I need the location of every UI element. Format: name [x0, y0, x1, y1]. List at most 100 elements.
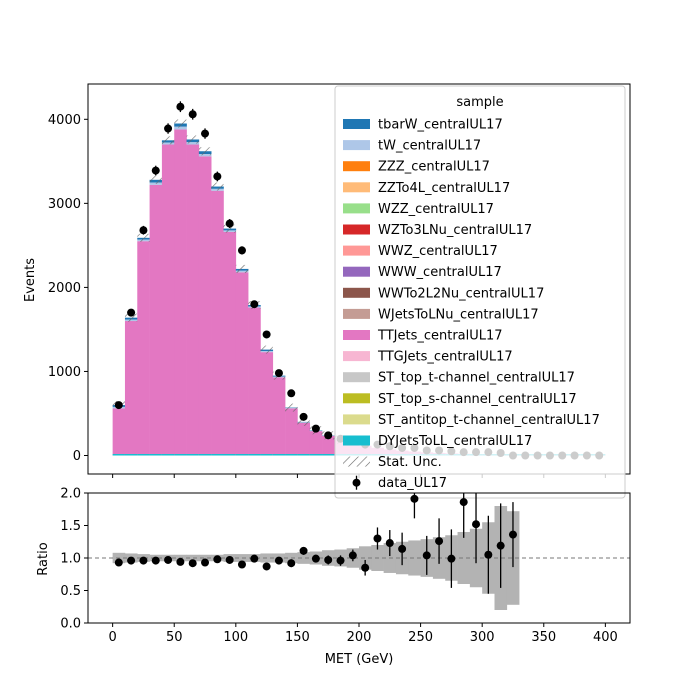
dyjets-bar: [198, 454, 212, 456]
tw-bar: [174, 126, 187, 130]
stat-unc-hatch: [223, 224, 236, 233]
main-y-tick-label: 2000: [48, 281, 81, 296]
ratio-point: [188, 559, 197, 568]
ratio-point: [274, 556, 283, 565]
ratio-unc-bar: [408, 540, 421, 576]
data-point: [250, 300, 259, 309]
dyjets-bar: [285, 454, 298, 456]
legend-swatch: [343, 119, 370, 129]
ttjets-bar: [285, 408, 298, 456]
legend-label: ZZTo4L_centralUL17: [378, 181, 510, 196]
ttjets-bar: [322, 436, 335, 456]
main-y-tick-label: 4000: [48, 113, 81, 128]
main-panel: 0 1000 2000 3000 4000 Events sample tbarW_ce…: [23, 83, 631, 499]
ratio-point: [114, 558, 123, 567]
legend-label: WWW_centralUL17: [378, 265, 502, 280]
data-point: [114, 401, 123, 410]
data-point: [237, 246, 246, 255]
legend-swatch: [343, 140, 370, 151]
legend-swatch: [343, 372, 370, 383]
dyjets-bar: [297, 454, 310, 456]
stat-unc-hatch: [198, 147, 212, 156]
legend-swatch: [343, 351, 370, 362]
stat-unc-hatch: [174, 119, 187, 128]
legend-swatch: [343, 266, 370, 277]
legend-swatch: [343, 287, 370, 298]
ratio-point: [472, 520, 481, 529]
dyjets-bar: [161, 454, 175, 456]
ttjets-bar: [149, 184, 163, 456]
legend-label: TTGJets_centralUL17: [377, 350, 513, 365]
main-y-tick-label: 3000: [48, 197, 81, 212]
legend-label: WWZ_centralUL17: [378, 244, 498, 259]
data-point: [151, 166, 160, 175]
ratio-y-tick-label: 2.0: [60, 487, 81, 502]
x-tick-label: 100: [223, 630, 248, 645]
legend-swatch: [343, 182, 370, 193]
ratio-point: [287, 559, 296, 568]
ratio-x-ticks: 0 50 100 150 200 250 300 350 400: [108, 623, 618, 645]
legend-label: WZTo3LNu_centralUL17: [378, 223, 532, 238]
dyjets-bar: [137, 454, 150, 456]
ratio-point: [151, 556, 160, 565]
dyjets-bar: [149, 454, 162, 456]
legend-swatch: [343, 330, 370, 340]
legend-label: ST_top_t-channel_centralUL17: [378, 371, 575, 386]
ratio-point: [508, 530, 517, 539]
data-point: [188, 110, 197, 119]
data-point: [262, 330, 271, 339]
ttjets-bar: [272, 377, 286, 456]
data-point: [299, 412, 308, 421]
main-y-ticks: 0 1000 2000 3000 4000: [48, 113, 88, 464]
ttjets-bar: [211, 190, 224, 456]
legend: sample tbarW_centralUL17 tW_centralUL17 ZZ…: [334, 85, 626, 499]
data-point: [164, 124, 173, 133]
x-tick-label: 250: [408, 630, 433, 645]
ratio-point: [250, 554, 259, 563]
dyjets-bar: [322, 454, 335, 456]
data-point: [176, 102, 185, 111]
dyjets-bar: [309, 454, 323, 456]
stacked-histogram: [112, 119, 606, 456]
main-y-axis-label: Events: [23, 258, 38, 302]
ttjets-bar: [297, 422, 311, 456]
legend-label: ST_top_s-channel_centralUL17: [378, 392, 577, 407]
ratio-point: [164, 555, 173, 564]
legend-swatch: [343, 435, 370, 446]
ttjets-bar: [112, 408, 126, 456]
legend-label: data_UL17: [378, 476, 447, 491]
ratio-point: [213, 555, 222, 564]
legend-swatch: [343, 414, 370, 425]
legend-label: ST_antitop_t-channel_centralUL17: [378, 413, 600, 428]
x-axis-label: MET (GeV): [325, 652, 394, 667]
ttjets-bar: [137, 241, 150, 456]
legend-label: Stat. Unc.: [378, 455, 442, 470]
dyjets-bar: [223, 454, 236, 456]
legend-box: [334, 85, 626, 499]
ratio-point: [361, 563, 370, 572]
dyjets-bar: [112, 454, 125, 456]
ratio-unc-bar: [457, 532, 471, 584]
x-tick-label: 350: [531, 630, 556, 645]
ratio-point: [237, 560, 246, 569]
ratio-point: [324, 555, 333, 564]
dyjets-bar: [260, 454, 273, 456]
ttjets-bar: [174, 129, 187, 456]
stat-unc-hatch: [137, 233, 150, 242]
ratio-point: [311, 554, 320, 563]
stat-unc-hatch: [297, 417, 310, 426]
ratio-unc-bar: [186, 554, 200, 562]
dyjets-bar: [272, 454, 286, 456]
stat-unc-hatch: [235, 264, 249, 273]
ratio-y-ticks: 0.0 0.5 1.0 1.5 2.0: [60, 487, 88, 632]
x-tick-label: 200: [347, 630, 372, 645]
data-point: [274, 369, 283, 378]
ratio-point: [348, 551, 357, 560]
legend-title: sample: [456, 95, 503, 110]
stat-unc-hatch: [124, 313, 138, 322]
ratio-point: [410, 494, 419, 503]
legend-swatch: [343, 161, 370, 172]
ratio-point: [139, 556, 148, 565]
dyjets-bar: [248, 454, 261, 456]
dyjets-bar: [211, 454, 224, 456]
